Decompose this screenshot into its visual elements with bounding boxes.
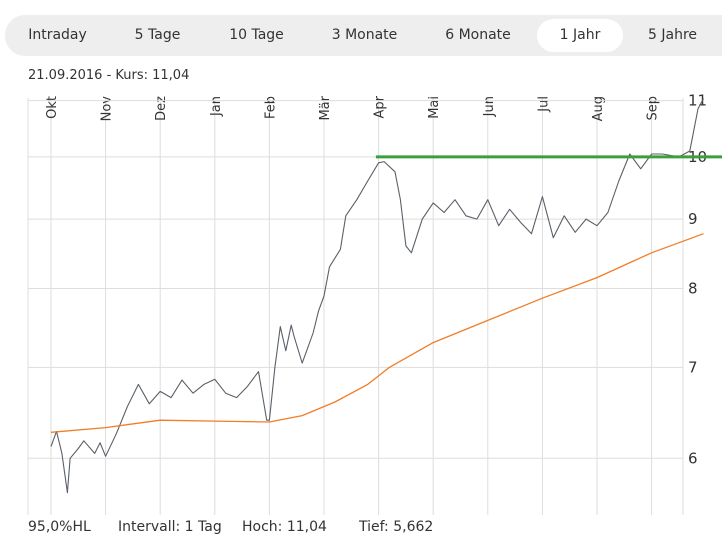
timeframe-tabbar: Intraday 5 Tage 10 Tage 3 Monate 6 Monat… xyxy=(5,15,722,56)
value-tick-label: 7 xyxy=(688,358,698,376)
month-tick-label: Jan xyxy=(209,96,224,117)
tab-intraday[interactable]: Intraday xyxy=(28,27,87,43)
tab-1-jahr[interactable]: 1 Jahr xyxy=(537,19,623,52)
value-tick-label: 6 xyxy=(688,449,698,467)
month-tick-label: Nov xyxy=(100,96,115,122)
value-tick-label: 8 xyxy=(688,280,698,298)
footer-hl: 95,0%HL xyxy=(28,519,91,535)
tab-10-tage[interactable]: 10 Tage xyxy=(229,27,284,43)
month-tick-label: Dez xyxy=(154,96,169,121)
tab-3-monate[interactable]: 3 Monate xyxy=(331,27,398,43)
month-tick-label: Sep xyxy=(646,96,661,121)
month-tick-label: Jul xyxy=(536,96,551,113)
tab-5-tage[interactable]: 5 Tage xyxy=(134,27,181,43)
month-tick-label: Apr xyxy=(373,95,388,118)
month-tick-label: Mai xyxy=(427,96,442,119)
footer-tief: Tief: 5,662 xyxy=(359,519,434,535)
footer-hoch: Hoch: 11,04 xyxy=(242,519,327,535)
month-tick-label: Jun xyxy=(482,96,497,117)
month-tick-label: Aug xyxy=(591,96,606,121)
value-tick-label: 11 xyxy=(688,92,707,110)
value-tick-label: 9 xyxy=(688,210,698,228)
month-tick-label: Feb xyxy=(263,96,278,119)
moving-average-line xyxy=(50,233,704,433)
month-tick-label: Okt xyxy=(45,96,60,119)
footer-interval: Intervall: 1 Tag xyxy=(118,519,222,535)
tab-5-jahre[interactable]: 5 Jahre xyxy=(648,27,697,43)
tab-6-monate[interactable]: 6 Monate xyxy=(445,27,511,43)
date-price-info: 21.09.2016 - Kurs: 11,04 xyxy=(28,68,190,83)
month-tick-label: Mär xyxy=(318,95,333,120)
price-line xyxy=(50,98,704,494)
